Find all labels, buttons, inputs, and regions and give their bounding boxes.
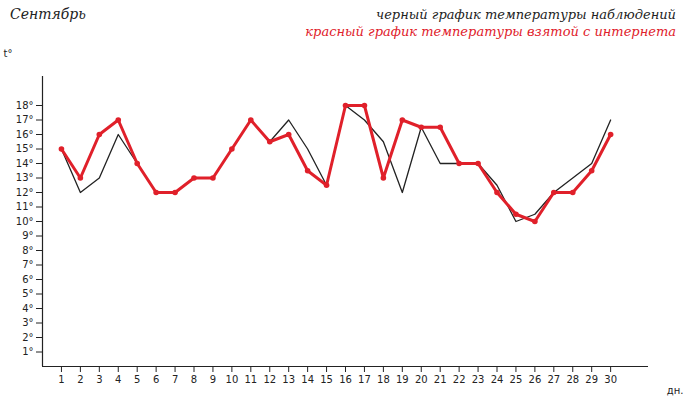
svg-text:30: 30 (604, 374, 617, 385)
svg-text:9°: 9° (22, 230, 33, 241)
svg-text:14: 14 (301, 374, 314, 385)
svg-text:дн.: дн. (667, 385, 684, 396)
svg-text:17°: 17° (16, 114, 34, 125)
svg-text:25: 25 (510, 374, 523, 385)
svg-text:17: 17 (358, 374, 371, 385)
svg-text:13°: 13° (16, 172, 34, 183)
svg-text:2: 2 (77, 374, 83, 385)
svg-text:22: 22 (453, 374, 466, 385)
svg-text:9: 9 (210, 374, 216, 385)
svg-text:20: 20 (415, 374, 428, 385)
svg-text:8°: 8° (22, 245, 33, 256)
svg-text:5°: 5° (22, 288, 33, 299)
svg-text:10°: 10° (16, 216, 34, 227)
svg-text:1: 1 (58, 374, 64, 385)
svg-text:28: 28 (566, 374, 579, 385)
svg-text:6: 6 (153, 374, 159, 385)
svg-text:1°: 1° (22, 346, 33, 357)
svg-text:11°: 11° (16, 201, 34, 212)
svg-text:12: 12 (263, 374, 276, 385)
svg-text:5: 5 (134, 374, 140, 385)
svg-text:18: 18 (377, 374, 390, 385)
svg-text:7: 7 (172, 374, 178, 385)
svg-text:18°: 18° (16, 100, 34, 111)
svg-text:10: 10 (226, 374, 239, 385)
svg-text:11: 11 (244, 374, 257, 385)
svg-text:14°: 14° (16, 158, 34, 169)
svg-text:3°: 3° (22, 317, 33, 328)
svg-text:15°: 15° (16, 143, 34, 154)
svg-text:26: 26 (529, 374, 542, 385)
svg-text:12°: 12° (16, 187, 34, 198)
svg-text:t°: t° (4, 48, 13, 59)
svg-text:4°: 4° (22, 303, 33, 314)
svg-text:8: 8 (191, 374, 197, 385)
svg-text:6°: 6° (22, 274, 33, 285)
svg-text:7°: 7° (22, 259, 33, 270)
svg-text:21: 21 (434, 374, 447, 385)
svg-text:16°: 16° (16, 129, 34, 140)
svg-text:29: 29 (585, 374, 598, 385)
svg-text:16: 16 (339, 374, 352, 385)
svg-text:13: 13 (282, 374, 295, 385)
html-text:Сентябрь: Сентябрь (10, 6, 86, 22)
svg-text:23: 23 (472, 374, 485, 385)
html-text:красный график температуры взя: красный график температуры взятой с инте… (305, 24, 676, 39)
svg-text:2°: 2° (22, 332, 33, 343)
svg-text:24: 24 (491, 374, 504, 385)
svg-text:27: 27 (547, 374, 560, 385)
html-text:черный график температуры набл: черный график температуры наблюдений (376, 7, 676, 22)
svg-text:15: 15 (320, 374, 333, 385)
svg-text:3: 3 (96, 374, 102, 385)
svg-text:4: 4 (115, 374, 121, 385)
svg-text:19: 19 (396, 374, 409, 385)
